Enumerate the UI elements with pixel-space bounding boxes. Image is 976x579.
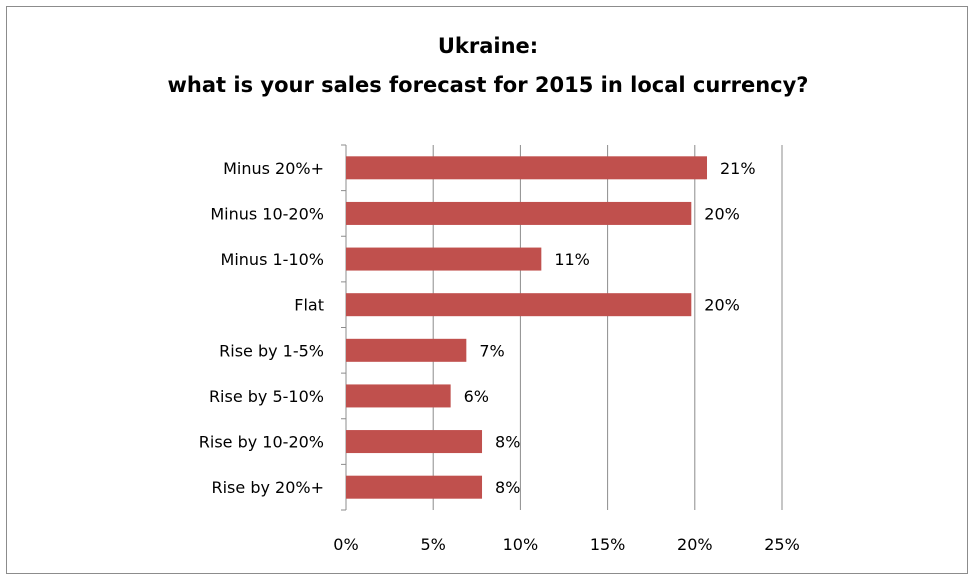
bar bbox=[346, 384, 451, 408]
data-label: 11% bbox=[554, 250, 590, 269]
data-label: 20% bbox=[704, 296, 740, 315]
x-tick-label: 15% bbox=[590, 535, 626, 554]
x-tick-label: 0% bbox=[333, 535, 358, 554]
category-label: Rise by 5-10% bbox=[209, 387, 324, 406]
category-label: Rise by 20%+ bbox=[211, 478, 324, 497]
data-label: 7% bbox=[479, 341, 504, 360]
category-labels: Minus 20%+ Minus 10-20% Minus 1-10% Flat Ris… bbox=[199, 159, 324, 497]
x-tick-label: 25% bbox=[764, 535, 800, 554]
bars bbox=[346, 156, 708, 499]
data-label: 8% bbox=[495, 478, 520, 497]
bar bbox=[346, 475, 483, 499]
data-label: 6% bbox=[464, 387, 489, 406]
gridlines bbox=[432, 145, 783, 510]
category-label: Flat bbox=[294, 296, 324, 315]
data-label: 8% bbox=[495, 433, 520, 452]
category-label: Minus 10-20% bbox=[210, 204, 324, 223]
data-labels: 21% 20% 11% 20% 7% 6% 8% 8% bbox=[464, 159, 756, 497]
category-label: Minus 1-10% bbox=[221, 250, 324, 269]
bar bbox=[346, 430, 483, 454]
data-label: 21% bbox=[720, 159, 756, 178]
category-label: Rise by 1-5% bbox=[219, 341, 324, 360]
x-tick-labels: 0% 5% 10% 15% 20% 25% bbox=[333, 535, 799, 554]
x-tick-label: 10% bbox=[503, 535, 539, 554]
x-tick-label: 5% bbox=[421, 535, 446, 554]
category-label: Rise by 10-20% bbox=[199, 433, 324, 452]
bar bbox=[346, 156, 708, 180]
chart-title-line-1: Ukraine: bbox=[437, 34, 539, 58]
x-tick-label: 20% bbox=[677, 535, 713, 554]
bar bbox=[346, 201, 692, 225]
bar bbox=[346, 247, 542, 271]
bar bbox=[346, 293, 692, 317]
data-label: 20% bbox=[704, 204, 740, 223]
axes bbox=[341, 144, 347, 511]
chart-frame bbox=[6, 6, 968, 574]
category-label: Minus 20%+ bbox=[223, 159, 324, 178]
bar bbox=[346, 338, 467, 362]
chart-title-line-2: what is your sales forecast for 2015 in … bbox=[167, 73, 809, 97]
